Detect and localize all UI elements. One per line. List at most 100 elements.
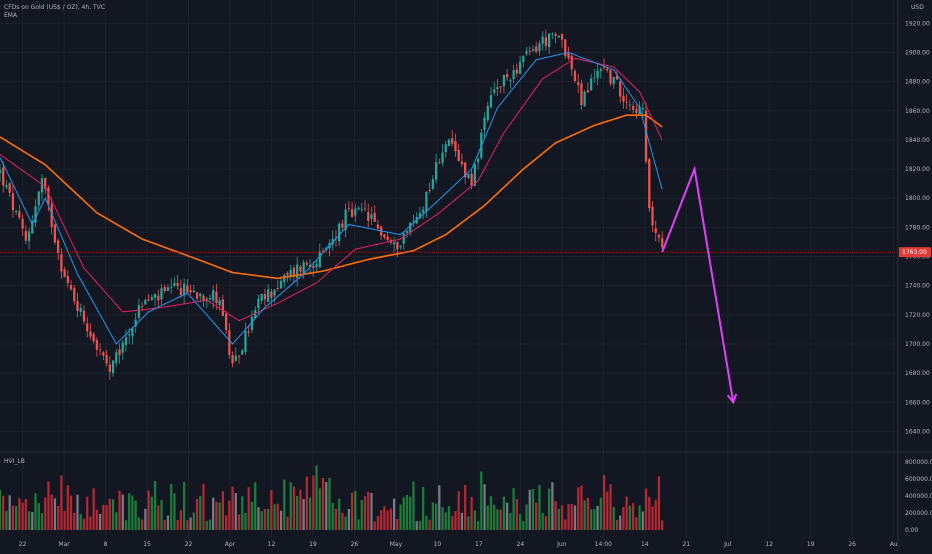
candle-body — [441, 152, 444, 163]
volume-bar — [212, 497, 215, 530]
candle-body — [577, 82, 580, 85]
candle-body — [305, 262, 309, 265]
candle-body — [179, 288, 183, 295]
candle-body — [2, 167, 5, 186]
volume-bar — [163, 520, 166, 530]
candle-body — [92, 333, 95, 342]
volume-bar — [202, 483, 205, 530]
volume-bar — [454, 510, 457, 530]
candle-body — [538, 43, 541, 52]
volume-bar — [160, 500, 163, 530]
volume-bar — [0, 489, 2, 530]
volume-bar — [341, 512, 344, 530]
volume-bar — [166, 515, 170, 530]
ema-legend: EMA — [4, 12, 18, 19]
volume-bar — [60, 475, 63, 530]
candle-body — [609, 70, 612, 84]
volume-bar — [415, 521, 418, 530]
candle-body — [131, 328, 134, 337]
candle-body — [457, 149, 460, 162]
x-tick-label: 21 — [682, 541, 690, 548]
volume-bar — [76, 494, 79, 530]
volume-bar — [34, 493, 37, 530]
candle-body — [173, 282, 176, 286]
volume-bar — [266, 508, 270, 530]
candle-body — [648, 159, 651, 209]
volume-bar — [153, 481, 157, 530]
candle-body — [166, 287, 170, 291]
candle-body — [612, 76, 615, 85]
candle-body — [425, 191, 428, 212]
volume-bar — [480, 471, 483, 530]
candle-body — [144, 300, 147, 305]
candle-body — [73, 288, 76, 302]
candle-body — [644, 110, 648, 162]
volume-bar — [447, 506, 451, 530]
volume-bar — [102, 504, 105, 530]
volume-bar — [31, 512, 34, 530]
candle-body — [412, 220, 415, 222]
candle-body — [121, 342, 124, 353]
volume-bar — [428, 519, 431, 530]
candle-body — [386, 236, 389, 241]
x-tick-label: Jun — [556, 541, 567, 548]
y-tick-label: 1800.00 — [905, 195, 930, 202]
candle-body — [102, 352, 105, 356]
candle-body — [583, 91, 586, 106]
volume-bar — [18, 498, 21, 530]
candle-body — [641, 108, 644, 110]
candle-body — [137, 305, 141, 318]
volume-bar — [538, 484, 541, 530]
volume-bar — [396, 518, 399, 530]
volume-bar — [548, 488, 551, 530]
volume-bar — [147, 490, 150, 530]
candle-body — [115, 352, 118, 364]
volume-bar — [82, 518, 86, 530]
candle-body — [182, 283, 186, 296]
volume-bar — [392, 498, 396, 530]
candle-body — [476, 158, 480, 163]
candle-body — [18, 211, 21, 218]
candle-body — [292, 267, 296, 276]
volume-bar — [247, 487, 250, 530]
volume-bar — [354, 490, 357, 530]
volume-bar — [648, 497, 651, 530]
candle-body — [147, 299, 150, 301]
candle-body — [528, 50, 531, 52]
candle-body — [525, 51, 528, 54]
volume-bar — [367, 491, 370, 530]
x-tick-label: 19 — [807, 541, 815, 548]
candle-body — [573, 70, 577, 82]
volume-bar — [619, 515, 622, 530]
candle-body — [399, 245, 402, 247]
candle-body — [483, 117, 486, 131]
volume-bar — [657, 476, 661, 530]
volume-bar — [2, 495, 5, 530]
volume-bar — [509, 512, 512, 530]
candle-body — [383, 234, 386, 238]
volume-bar — [564, 519, 567, 530]
volume-bar — [483, 484, 486, 530]
candle-body — [405, 230, 409, 233]
volume-bar — [515, 499, 518, 530]
candle-body — [37, 191, 40, 206]
volume-bar — [654, 500, 657, 530]
candle-body — [111, 360, 115, 374]
volume-bar — [557, 508, 560, 530]
volume-bar — [628, 505, 632, 530]
volume-bar — [73, 513, 76, 530]
volume-bar — [186, 520, 189, 530]
volume-bar — [486, 505, 489, 530]
candle-body — [24, 230, 27, 241]
candle-body — [347, 207, 350, 209]
candle-body — [625, 102, 628, 104]
candle-body — [402, 233, 405, 244]
volume-bar — [473, 510, 476, 530]
volume-bar — [50, 494, 53, 530]
volume-bar — [105, 504, 108, 530]
volume-bar — [134, 500, 137, 530]
candle-body — [496, 87, 499, 89]
candle-body — [396, 242, 399, 250]
